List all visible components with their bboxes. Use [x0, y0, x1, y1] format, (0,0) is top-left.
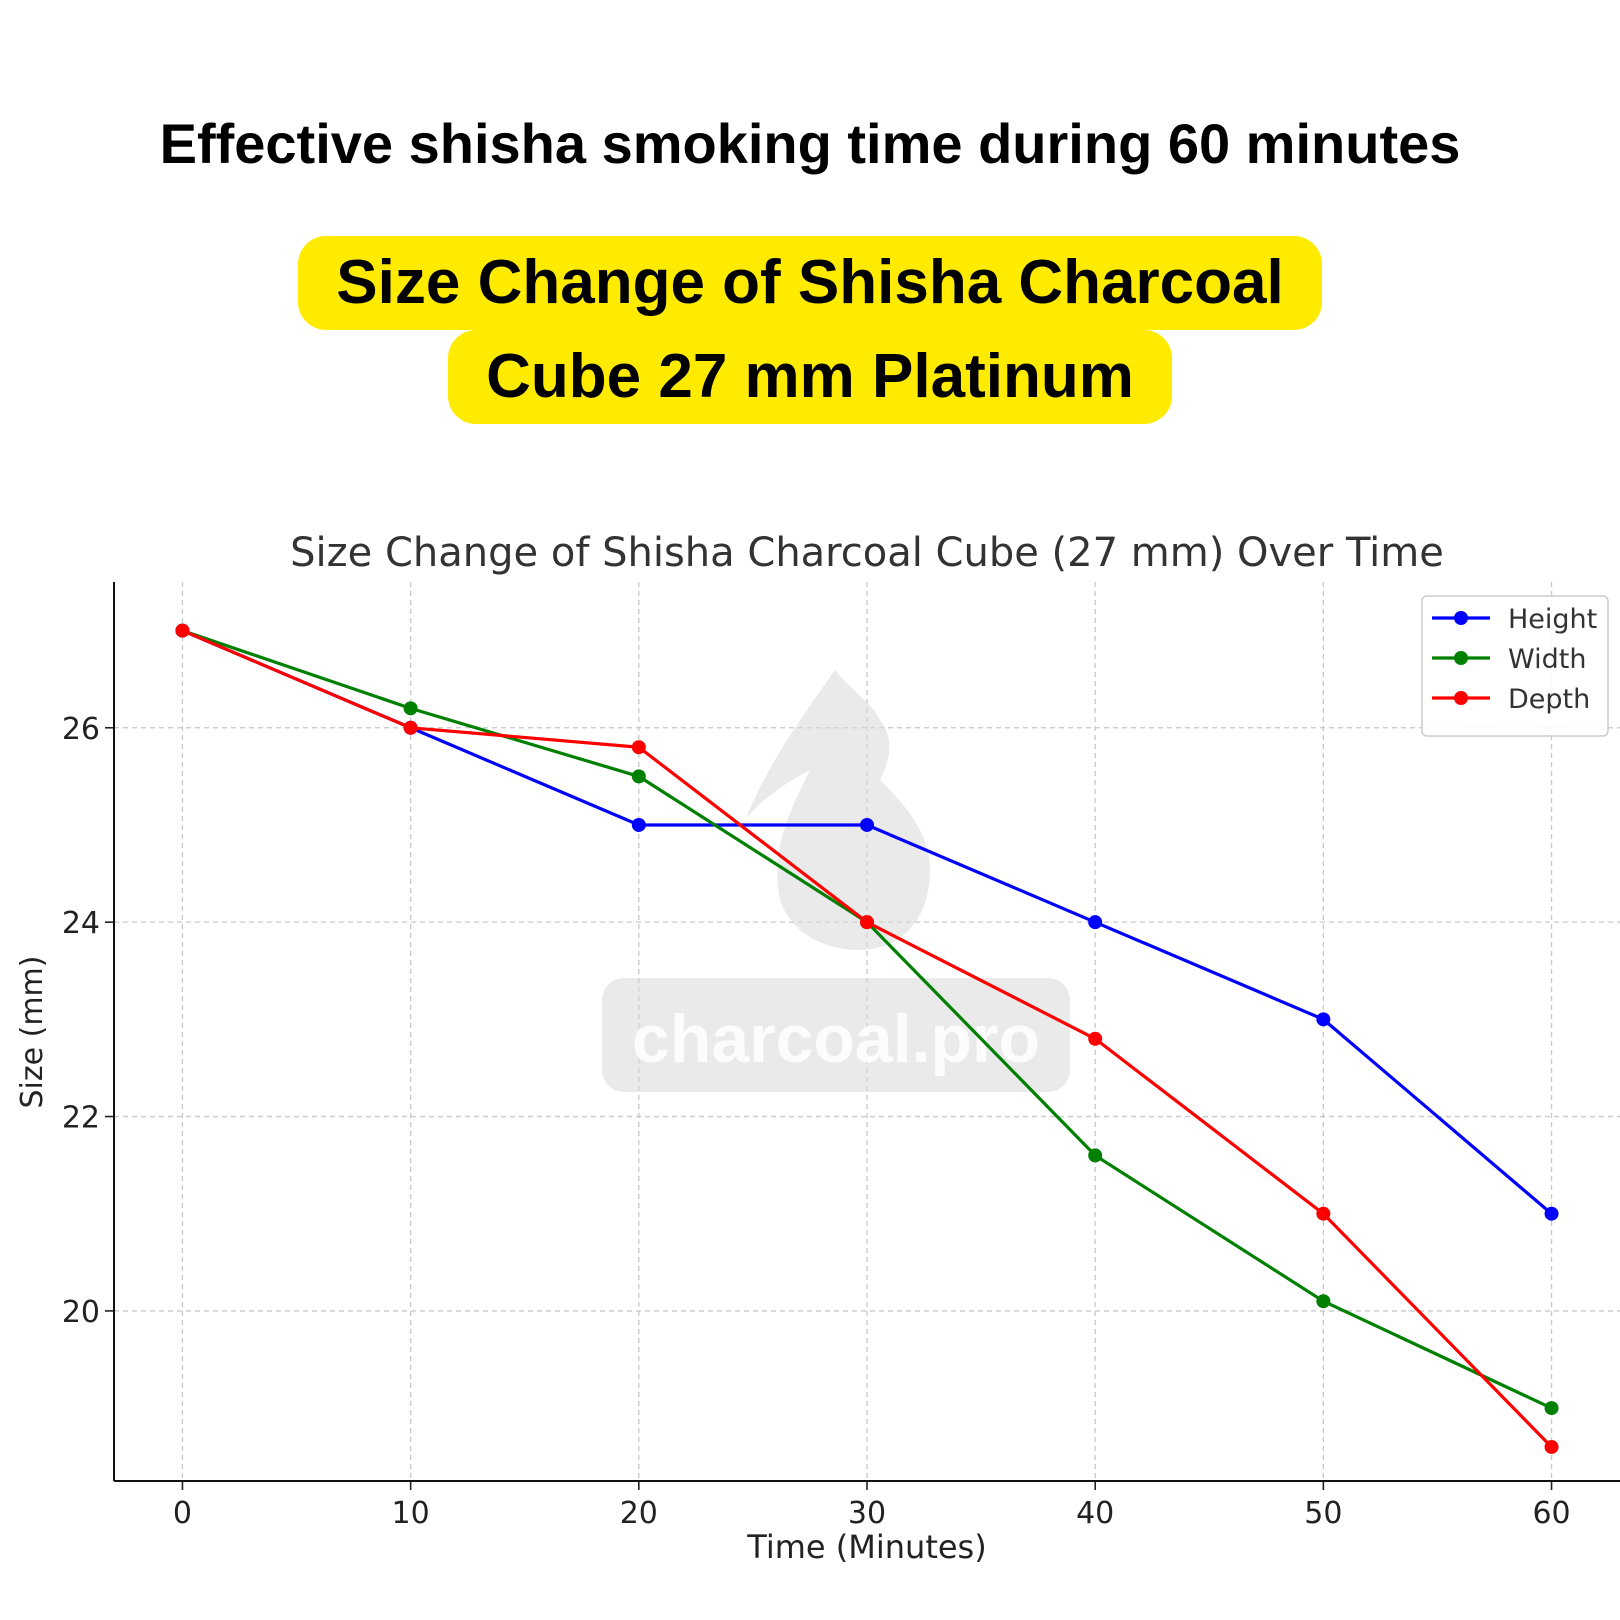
highlight-title-line1: Size Change of Shisha Charcoal — [298, 236, 1322, 330]
legend-box — [1421, 595, 1609, 737]
legend-label-height: Height — [1508, 604, 1597, 635]
x-tick-label: 0 — [173, 1496, 192, 1531]
x-tick-label: 40 — [1076, 1496, 1114, 1531]
data-point-width — [631, 769, 646, 784]
y-tick-label: 26 — [62, 712, 100, 747]
axes: 0 10 20 30 40 50 60 20 22 24 26 — [62, 582, 1620, 1531]
legend-label-depth: Depth — [1508, 684, 1590, 715]
x-tick-label: 50 — [1304, 1496, 1342, 1531]
data-point-depth — [175, 623, 190, 638]
headline: Effective shisha smoking time during 60 … — [159, 112, 1461, 175]
x-tick-label: 10 — [392, 1496, 430, 1531]
line-chart: charcoal.pro 0 10 20 30 40 50 60 20 22 24 26 Heigh… — [15, 530, 1620, 1566]
data-point-height — [1088, 915, 1103, 930]
legend-label-width: Width — [1508, 644, 1586, 675]
watermark-box — [602, 978, 1070, 1092]
chart-title: Size Change of Shisha Charcoal Cube (27 … — [290, 530, 1444, 576]
data-point-width — [403, 701, 418, 716]
series — [175, 623, 1559, 1454]
highlight-title: Size Change of Shisha Charcoal Cube 27 m… — [0, 236, 1620, 424]
watermark: charcoal.pro — [602, 670, 1070, 1092]
data-point-height — [631, 817, 646, 832]
data-point-depth — [1544, 1439, 1559, 1454]
y-tick-label: 22 — [62, 1101, 100, 1136]
highlight-title-line2: Cube 27 mm Platinum — [448, 330, 1172, 424]
watermark-text: charcoal.pro — [632, 1001, 1040, 1077]
x-tick-label: 30 — [848, 1496, 886, 1531]
grid — [114, 582, 1620, 1481]
data-point-depth — [860, 915, 874, 930]
legend-swatch-marker-width — [1454, 651, 1468, 665]
x-tick-label: 60 — [1532, 1496, 1570, 1531]
x-axis-label: Time (Minutes) — [746, 1528, 986, 1566]
flame-icon — [745, 670, 930, 950]
data-point-depth — [1088, 1031, 1103, 1046]
y-tick-label: 20 — [62, 1295, 100, 1330]
y-axis-label: Size (mm) — [15, 956, 50, 1109]
data-point-height — [1544, 1206, 1559, 1221]
data-point-height — [1316, 1012, 1331, 1027]
data-point-width — [1088, 1148, 1103, 1163]
legend-swatch-marker-height — [1454, 611, 1468, 625]
data-point-depth — [631, 740, 646, 755]
y-tick-label: 24 — [62, 906, 100, 941]
x-tick-label: 20 — [620, 1496, 658, 1531]
data-point-height — [860, 817, 874, 832]
data-point-depth — [1316, 1206, 1331, 1221]
data-point-width — [1544, 1401, 1559, 1416]
legend-swatch-marker-depth — [1454, 691, 1468, 705]
data-point-width — [1316, 1294, 1331, 1309]
data-point-depth — [403, 720, 418, 735]
legend: Height Width Depth — [1421, 595, 1609, 737]
